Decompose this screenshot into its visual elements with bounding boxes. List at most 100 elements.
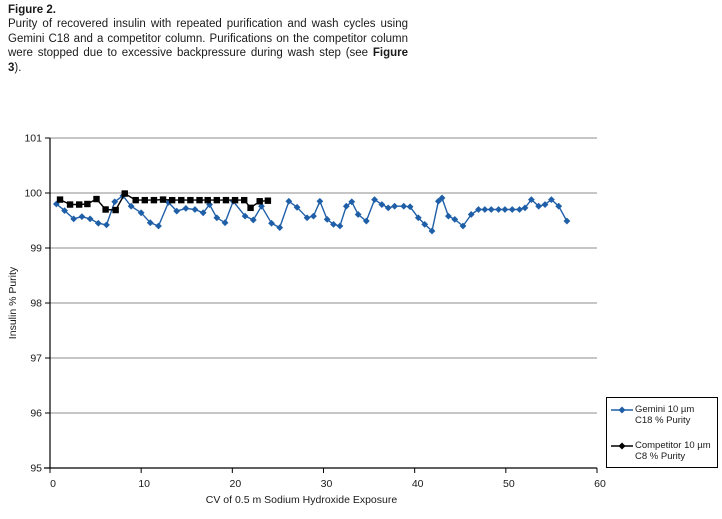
data-point-gemini — [481, 206, 489, 213]
x-tick-label-20: 20 — [229, 478, 241, 490]
data-point-competitor — [56, 196, 64, 203]
x-tick-label-40: 40 — [412, 478, 424, 490]
data-point-gemini — [354, 211, 362, 218]
data-point-competitor — [256, 198, 263, 205]
chart-legend: Gemini 10 µm C18 % Purity Competitor 10 … — [606, 397, 718, 468]
data-point-gemini — [348, 198, 356, 206]
data-point-gemini — [182, 205, 190, 212]
data-point-competitor — [222, 196, 230, 204]
data-point-competitor — [240, 196, 248, 204]
data-point-competitor — [141, 196, 149, 204]
y-axis-title: Insulin % Purity — [7, 266, 19, 339]
data-point-gemini — [323, 216, 331, 223]
data-point-gemini — [444, 212, 452, 220]
data-point-gemini — [384, 204, 392, 212]
data-point-gemini — [378, 201, 386, 208]
y-tick-label-99: 99 — [30, 243, 42, 255]
data-point-gemini — [563, 217, 571, 225]
caption-text: Purity of recovered insulin with repeate… — [8, 18, 408, 60]
data-point-gemini — [421, 220, 429, 228]
data-point-gemini — [199, 209, 207, 217]
data-point-gemini — [467, 211, 475, 218]
y-tick-label-101: 101 — [24, 133, 42, 145]
data-point-gemini — [78, 213, 86, 221]
data-point-gemini — [137, 209, 145, 217]
data-point-gemini — [555, 202, 563, 210]
data-point-gemini — [527, 196, 535, 203]
y-tick-label-100: 100 — [24, 188, 42, 200]
data-point-competitor — [264, 197, 272, 204]
data-point-competitor — [213, 196, 221, 204]
data-point-gemini — [342, 202, 350, 210]
data-point-competitor — [231, 196, 239, 204]
data-point-gemini — [330, 220, 337, 228]
data-point-gemini — [391, 202, 399, 210]
data-point-gemini — [61, 207, 68, 214]
data-point-gemini — [206, 201, 213, 208]
data-point-gemini — [303, 214, 311, 222]
data-point-gemini — [94, 219, 102, 227]
y-tick-label-98: 98 — [30, 298, 42, 310]
data-point-gemini — [459, 222, 467, 230]
data-point-competitor — [204, 196, 211, 204]
data-point-competitor — [168, 196, 176, 204]
data-point-gemini — [241, 212, 249, 220]
y-tick-label-96: 96 — [30, 408, 42, 420]
data-point-gemini — [400, 202, 408, 210]
data-point-gemini — [127, 202, 135, 210]
data-point-gemini — [406, 203, 414, 211]
x-axis-title: CV of 0.5 m Sodium Hydroxide Exposure — [206, 494, 398, 506]
data-point-gemini — [487, 206, 495, 213]
data-point-competitor — [159, 196, 167, 203]
x-tick-label-10: 10 — [138, 478, 150, 490]
y-tick-label-95: 95 — [30, 463, 42, 475]
data-point-gemini — [475, 206, 482, 213]
caption-figure3-ref: Figure 3 — [8, 47, 408, 74]
data-point-competitor — [187, 196, 194, 204]
x-tick-label-30: 30 — [321, 478, 333, 490]
data-point-gemini — [508, 206, 516, 213]
data-point-gemini — [516, 206, 523, 213]
data-point-gemini — [428, 227, 436, 235]
data-point-gemini — [362, 217, 370, 225]
data-point-gemini — [146, 219, 154, 227]
data-point-gemini — [173, 207, 181, 215]
legend-entry-gemini: Gemini 10 µm C18 % Purity — [611, 404, 714, 426]
legend-entry-competitor: Competitor 10 µm C8 % Purity — [611, 440, 714, 462]
data-point-gemini — [310, 212, 317, 220]
data-point-gemini — [86, 215, 94, 223]
data-point-gemini — [548, 196, 555, 203]
data-point-gemini — [495, 206, 502, 213]
figure-caption: Figure 2. Purity of recovered insulin wit… — [8, 3, 408, 75]
competitor-series-marker-icon — [611, 442, 635, 453]
data-point-gemini — [285, 197, 293, 205]
data-point-competitor — [196, 196, 203, 204]
data-point-competitor — [93, 195, 100, 203]
data-point-gemini — [414, 214, 422, 222]
data-point-gemini — [521, 204, 529, 212]
data-point-gemini — [165, 198, 172, 206]
data-point-competitor — [178, 196, 185, 204]
data-point-gemini — [268, 219, 275, 227]
x-tick-label-60: 60 — [594, 478, 606, 490]
data-point-gemini — [371, 196, 378, 203]
data-point-competitor — [102, 206, 109, 213]
data-point-gemini — [103, 221, 110, 229]
data-point-gemini — [276, 224, 284, 232]
data-point-gemini — [213, 214, 221, 222]
legend-label-competitor: Competitor 10 µm C8 % Purity — [635, 440, 711, 462]
data-point-gemini — [293, 203, 301, 211]
data-point-competitor — [84, 200, 91, 208]
data-point-gemini — [316, 197, 324, 205]
gemini-series-marker-icon — [611, 406, 635, 417]
caption-end: ). — [14, 61, 22, 74]
data-point-gemini — [541, 201, 549, 208]
data-point-competitor — [132, 196, 139, 204]
data-point-gemini — [191, 206, 199, 213]
data-point-gemini — [336, 222, 344, 230]
data-point-gemini — [70, 215, 78, 223]
figure-label: Figure 2. — [8, 4, 56, 16]
data-point-gemini — [111, 198, 119, 206]
